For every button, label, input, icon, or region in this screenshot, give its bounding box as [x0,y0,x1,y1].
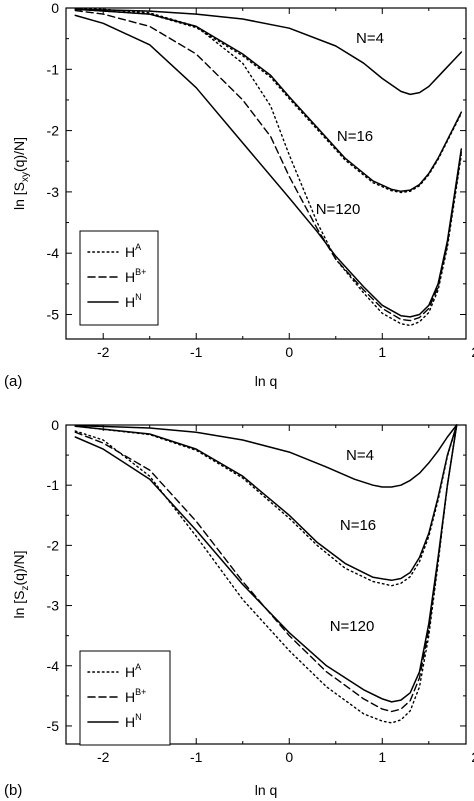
y-tick-label: 0 [51,0,59,16]
y-axis-label: ln [Sz(q)/N] [11,550,31,618]
x-tick-label: -1 [190,344,203,360]
legend-label: HA [125,242,141,260]
y-tick-label: -4 [47,245,60,261]
series-line-n4-solid [74,8,463,96]
curve-annotation: N=4 [346,447,374,464]
legend-label: HN [125,292,142,310]
y-tick-label: 0 [51,417,59,433]
series-line-n120-dotted [74,7,462,327]
legend-label: HB+ [125,267,146,285]
legend-label: HA [125,662,141,680]
series-line-n120-dotted [74,424,458,724]
series-line-n4-solid [74,424,458,488]
y-tick-label: -5 [47,718,60,734]
curve-annotation: N=120 [330,618,375,635]
legend-box [79,650,171,746]
series-line-n120-dashed [74,424,458,713]
series-line-n120-solid [74,14,463,318]
x-tick-label: 1 [378,749,386,765]
legend-label: HN [125,712,142,730]
y-tick-label: -4 [47,658,60,674]
series-line-n16-dotted [74,8,462,194]
panel-label: (b) [4,782,22,799]
x-tick-label: -2 [97,344,110,360]
x-axis-label: ln q [255,782,278,798]
x-tick-label: 2 [471,344,474,360]
curve-annotation: N=16 [337,128,373,145]
legend-box [79,230,159,326]
y-axis-label: ln [Sxy(q)/N] [11,137,31,210]
y-tick-label: -2 [47,537,60,553]
y-tick-label: -1 [47,61,60,77]
x-tick-label: 2 [471,749,474,765]
x-tick-label: 0 [285,344,293,360]
series-line-n16-dotted [74,424,458,587]
panel-label: (a) [4,373,22,390]
curve-annotation: N=4 [356,30,384,47]
y-tick-label: -3 [47,598,60,614]
panel-a: -2 -1 0 1 2 0 -1 -2 -3 -4 -5 N=4 N=16 N=120 HA HB+ HN ln … [4,0,474,390]
x-tick-label: -1 [190,749,203,765]
plot-frame [65,424,467,745]
x-tick-label: -2 [97,749,110,765]
x-tick-label: 0 [285,749,293,765]
legend-label: HB+ [125,687,146,705]
plot-frame [65,7,467,340]
series-line-n120-dashed [74,9,462,322]
curve-annotation: N=120 [316,201,361,218]
y-tick-label: -3 [47,184,60,200]
panel-b: -2 -1 0 1 2 0 -1 -2 -3 -4 -5 N=4 N=16 N=120 HA HB+ HN ln … [4,417,474,799]
y-tick-label: -1 [47,477,60,493]
curve-annotation: N=16 [340,517,376,534]
series-line-n16-solid [74,424,458,582]
x-axis-label: ln q [255,373,278,389]
y-tick-label: -5 [47,306,60,322]
y-tick-label: -2 [47,123,60,139]
x-tick-label: 1 [378,344,386,360]
